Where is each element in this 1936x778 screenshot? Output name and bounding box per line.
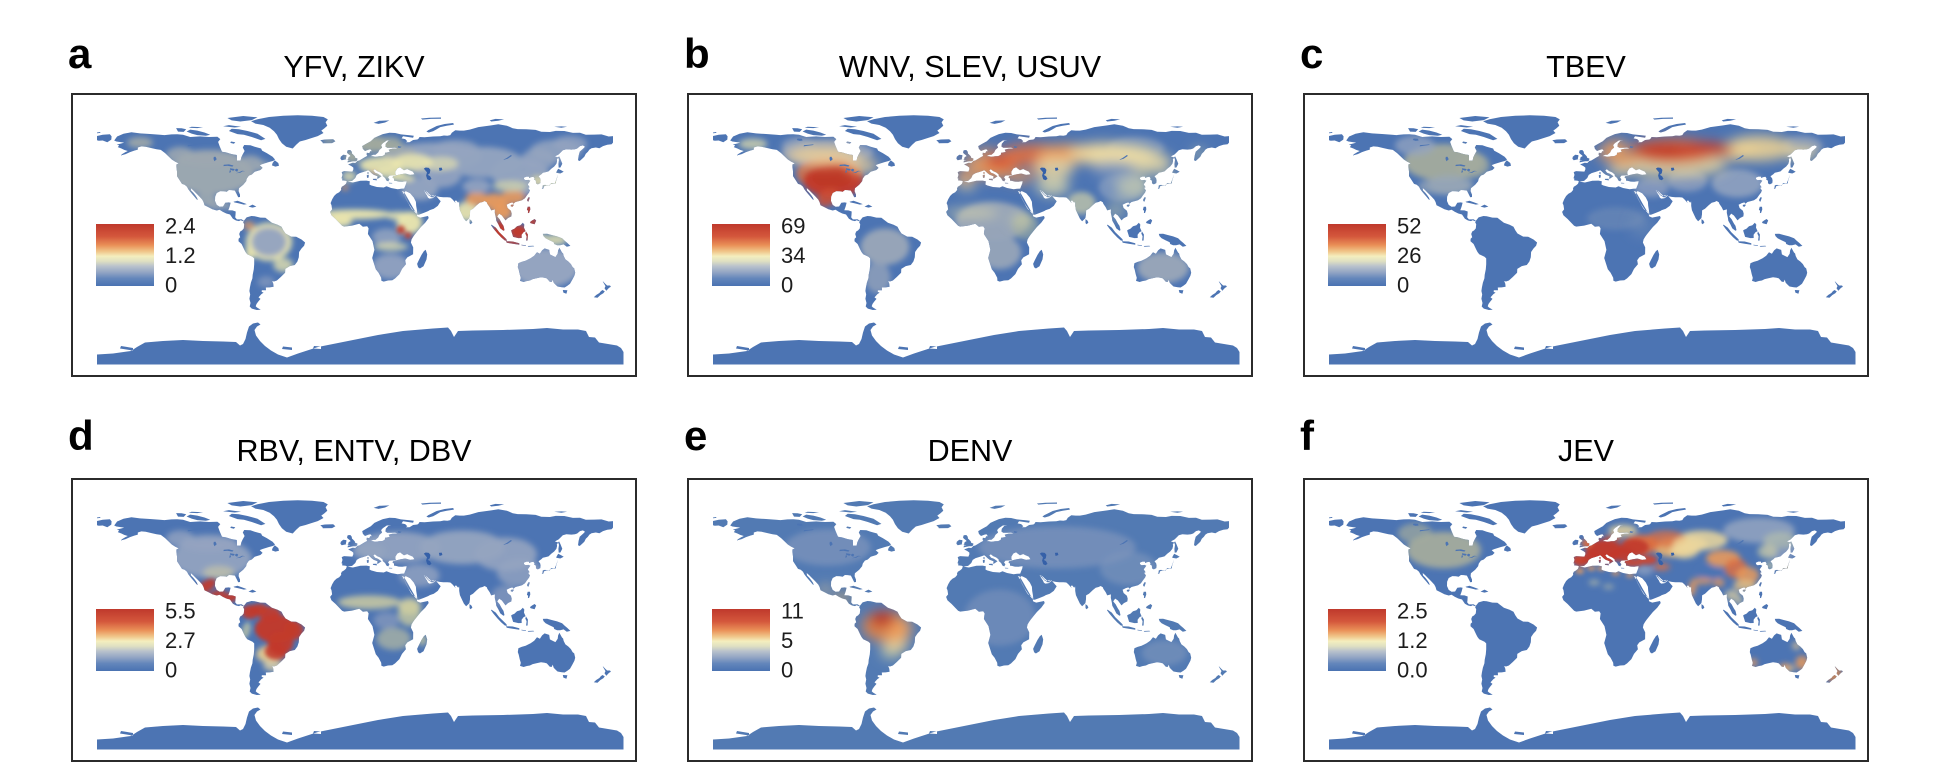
svg-text:1.2: 1.2 [1397, 628, 1428, 653]
svg-text:0: 0 [165, 658, 177, 683]
svg-text:0: 0 [1397, 273, 1409, 298]
svg-text:69: 69 [781, 214, 805, 239]
svg-text:11: 11 [781, 599, 804, 624]
svg-text:2.7: 2.7 [165, 628, 196, 653]
svg-text:0.0: 0.0 [1397, 658, 1428, 683]
svg-text:1.2: 1.2 [165, 243, 196, 268]
svg-text:52: 52 [1397, 214, 1421, 239]
svg-text:34: 34 [781, 243, 805, 268]
svg-text:2.4: 2.4 [165, 214, 196, 239]
svg-text:0: 0 [781, 658, 793, 683]
svg-text:5: 5 [781, 628, 793, 653]
svg-text:0: 0 [781, 273, 793, 298]
svg-text:0: 0 [165, 273, 177, 298]
svg-text:5.5: 5.5 [165, 599, 196, 624]
svg-text:26: 26 [1397, 243, 1421, 268]
svg-text:2.5: 2.5 [1397, 599, 1428, 624]
